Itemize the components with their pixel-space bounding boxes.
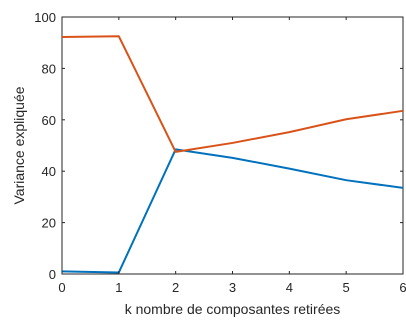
x-tick-label: 2 bbox=[172, 280, 179, 295]
y-axis-label: Variance expliquée bbox=[11, 86, 27, 204]
x-tick-label: 4 bbox=[286, 280, 293, 295]
y-tick-label: 60 bbox=[42, 113, 56, 128]
x-tick-label: 5 bbox=[343, 280, 350, 295]
x-tick-label: 0 bbox=[58, 280, 65, 295]
y-tick-label: 20 bbox=[42, 216, 56, 231]
x-tick-label: 1 bbox=[115, 280, 122, 295]
x-axis-label: k nombre de composantes retirées bbox=[125, 301, 341, 317]
y-tick-label: 0 bbox=[49, 267, 56, 282]
y-axis-ticks: 0 20 40 60 80 100 bbox=[34, 10, 403, 282]
x-tick-label: 3 bbox=[229, 280, 236, 295]
plot-area: 0 1 2 3 4 5 6 0 20 40 60 80 100 bbox=[34, 10, 406, 295]
axes-box bbox=[61, 16, 404, 275]
y-tick-label: 100 bbox=[34, 10, 56, 25]
y-tick-label: 80 bbox=[42, 61, 56, 76]
x-tick-label: 6 bbox=[399, 280, 406, 295]
y-tick-label: 40 bbox=[42, 164, 56, 179]
x-axis-ticks: 0 1 2 3 4 5 6 bbox=[58, 17, 406, 295]
series-line-2 bbox=[61, 35, 404, 153]
